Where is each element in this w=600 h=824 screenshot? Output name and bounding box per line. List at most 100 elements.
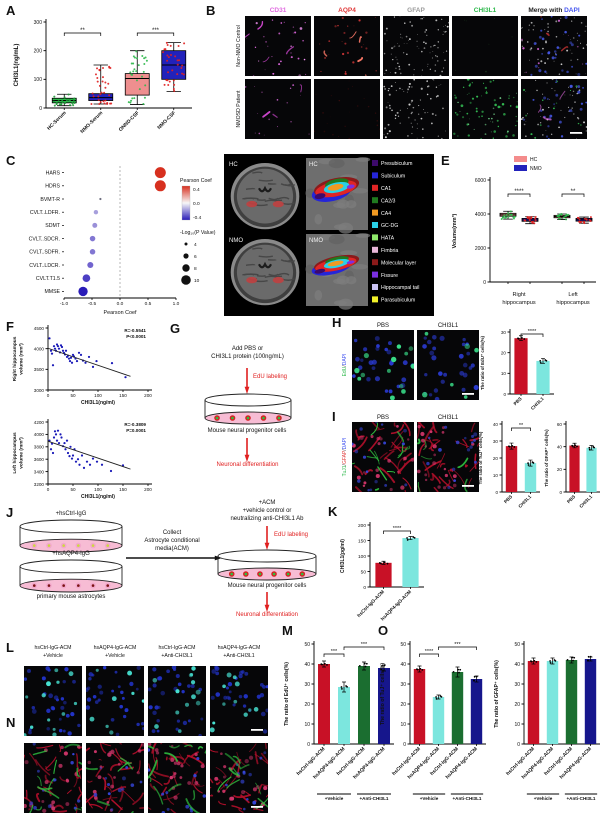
n-img-aqp4-vehicle	[86, 743, 144, 813]
svg-text:0: 0	[559, 490, 562, 495]
chart-right-hippo-scatter: 3000 3500 4000 4500 Right hippocampus volume …	[12, 325, 152, 406]
bar-M-0	[318, 664, 330, 744]
svg-text:0: 0	[483, 280, 486, 286]
svg-text:50: 50	[70, 393, 76, 398]
b-nmosd-cd31	[245, 79, 311, 139]
svg-text:PBS: PBS	[512, 396, 522, 406]
svg-text:10: 10	[194, 278, 200, 284]
svg-text:NMO: NMO	[530, 166, 542, 172]
panel-label-k: K	[328, 504, 338, 519]
svg-text:CVLT..SDCR.: CVLT..SDCR.	[29, 236, 60, 242]
b-nonnmo-chi3l1	[452, 16, 518, 76]
h-img-pbs	[352, 330, 414, 400]
svg-text:40: 40	[304, 662, 310, 668]
chart-chi3l1-acm: 050100150200CHI3L1(pg/ml)hsCtrl-IgG-ACMh…	[340, 522, 424, 622]
h-image-title-1: CHI3L1	[438, 323, 459, 329]
bar-K-0	[375, 562, 392, 587]
svg-text:P<0.0001: P<0.0001	[126, 334, 146, 339]
svg-text:-0.4: -0.4	[193, 215, 202, 221]
chart-correlation-dotplot: HARS HDRS BVMT-R CVLT..LDFR. SDMT CVLT..SDCR.…	[29, 166, 216, 316]
svg-text:The ratio of GFAP⁺ cells(%): The ratio of GFAP⁺ cells(%)	[544, 429, 549, 487]
svg-text:3800: 3800	[34, 445, 45, 450]
svg-text:100: 100	[358, 554, 366, 560]
svg-text:Fimbria: Fimbria	[381, 248, 398, 254]
l-header-2-line1: hsCtrl-IgG-ACM	[159, 645, 196, 651]
svg-text:**: **	[571, 189, 576, 195]
d-legend-swatch-6	[372, 234, 378, 241]
panel-label-a: A	[6, 3, 16, 18]
svg-text:200: 200	[358, 523, 366, 529]
n-img-ctrl-vehicle	[24, 743, 82, 813]
h-stain-label: EdU/DAPI	[342, 354, 348, 377]
l-header-1-line1: hsAQP4-IgG-ACM	[94, 645, 137, 651]
svg-text:100: 100	[94, 393, 102, 398]
svg-text:0.4: 0.4	[193, 187, 200, 193]
chart-group-F2: 3200 3400 3600 3800 4000 4200 Left hippocampus…	[12, 419, 152, 500]
j-neutralizing-label: neutralizing anti-CHI3L1 Ab	[230, 516, 304, 522]
panel-label-g: G	[170, 321, 181, 336]
l-header-2-line2: +Anti-CHI3L1	[161, 653, 192, 659]
svg-text:30: 30	[501, 330, 507, 335]
panel-label-o: O	[378, 623, 389, 638]
j-astrocytes-label: primary mouse astrocytes	[36, 594, 106, 600]
l-img-aqp4-vehicle	[86, 666, 144, 736]
chart-tuj-ratio: 0 10 20 30 40 The ratio of TuJ⁺ cells(%) PBS CH…	[478, 421, 540, 509]
svg-text:R=-0.3809: R=-0.3809	[124, 422, 146, 427]
panel-label-e: E	[441, 153, 450, 168]
j-edu-label: EdU labeling	[274, 532, 309, 538]
n-img-ctrl-anti	[148, 743, 206, 813]
svg-text:200: 200	[144, 487, 152, 492]
svg-text:6: 6	[194, 254, 197, 260]
b-nmosd-aqp4	[314, 79, 380, 139]
svg-text:150: 150	[119, 487, 127, 492]
i-stain-label: TuJ1/GFAP/DAPI	[342, 438, 348, 477]
svg-text:The ratio of TuJ⁺ cells(%): The ratio of TuJ⁺ cells(%)	[478, 431, 483, 484]
svg-text:NMO: NMO	[229, 238, 243, 244]
svg-text:3400: 3400	[34, 469, 45, 474]
svg-text:60: 60	[557, 422, 563, 427]
svg-text:4000: 4000	[34, 346, 45, 351]
svg-text:10: 10	[514, 722, 520, 728]
svg-text:50: 50	[361, 569, 367, 575]
svg-text:HDRS: HDRS	[45, 184, 60, 190]
d-legend-swatch-8	[372, 259, 378, 266]
svg-text:hippocampus: hippocampus	[556, 300, 589, 306]
svg-text:-1.0: -1.0	[60, 301, 69, 307]
bar-I2-0	[569, 445, 580, 492]
svg-text:0: 0	[503, 392, 506, 397]
svg-text:-Log₁₀(P Value): -Log₁₀(P Value)	[180, 230, 216, 236]
legend-swatch-HC	[514, 156, 527, 162]
dot-HDRS	[154, 180, 166, 192]
b-column-header-1: AQP4	[338, 7, 356, 14]
j-collect-line1: Collect	[162, 530, 182, 536]
svg-text:GC-DG: GC-DG	[381, 223, 398, 229]
svg-text:10: 10	[400, 722, 406, 728]
svg-text:2000: 2000	[475, 246, 486, 252]
svg-text:20: 20	[557, 467, 563, 472]
svg-text:***: ***	[454, 642, 461, 648]
svg-text:HATA: HATA	[381, 236, 395, 242]
scale-bar	[570, 132, 582, 134]
svg-text:40: 40	[400, 662, 406, 668]
legend-swatch-NMO	[514, 165, 527, 171]
j-outcome-label: Neuronal differentiation	[236, 612, 298, 618]
scale-bar	[251, 806, 263, 808]
svg-text:CVLT..SDFR.: CVLT..SDFR.	[29, 250, 60, 256]
chart-gfap-ratio: 0 20 40 60 The ratio of GFAP⁺ cells(%) PBS CHI…	[544, 421, 600, 509]
dot-SDMT	[92, 222, 98, 228]
bar-I1-0	[505, 446, 518, 492]
svg-text:+Vehicle: +Vehicle	[325, 796, 344, 801]
svg-text:4: 4	[194, 242, 197, 248]
svg-text:200: 200	[34, 48, 43, 54]
panel-d-images: HC HC NMO NMO Presubiculum Subiculum CA1 CA2/3 C…	[224, 154, 434, 316]
svg-text:CA4: CA4	[381, 211, 391, 217]
svg-text:hsCtrl-IgG-ACM: hsCtrl-IgG-ACM	[356, 589, 386, 619]
svg-text:3500: 3500	[34, 367, 45, 372]
g-cells-label: Mouse neural progenitor cells	[207, 428, 287, 434]
svg-text:CHI3L1(ng/mL): CHI3L1(ng/mL)	[14, 44, 20, 87]
b-nonnmo-cd31	[245, 16, 311, 76]
b-column-header-0: CD31	[270, 7, 287, 14]
svg-text:0: 0	[307, 742, 310, 748]
